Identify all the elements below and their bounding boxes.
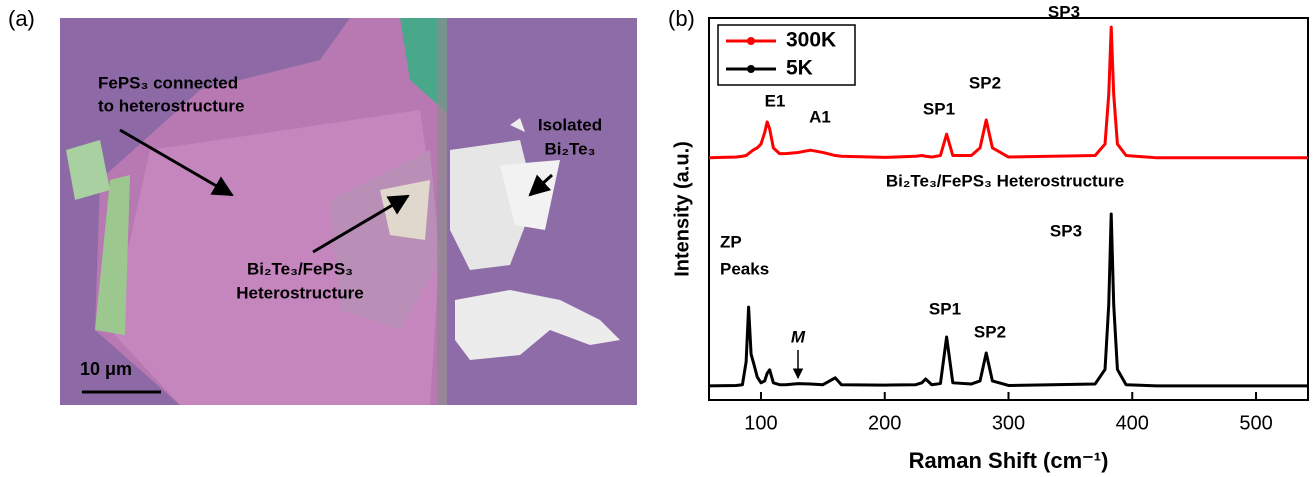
- x-axis-label: Raman Shift (cm⁻¹): [909, 448, 1109, 473]
- scale-bar-label: 10 μm: [80, 359, 132, 379]
- annotation: SP3: [1048, 2, 1080, 21]
- annotation: ZP: [720, 232, 742, 251]
- chart: 100 200 300 400 500 Raman Shift (cm⁻¹) Intensi…: [671, 2, 1308, 472]
- image-label: Bi₂Te₃/FePS₃: [247, 259, 353, 278]
- x-tick-label: 500: [1239, 412, 1272, 434]
- legend-marker: [747, 37, 755, 45]
- series-line: [709, 214, 1308, 386]
- page: {"panel_labels": ["(a)", "(b)"], "image_…: [0, 0, 1314, 477]
- annotation: SP2: [969, 73, 1001, 92]
- image-label: Bi₂Te₃: [545, 139, 596, 158]
- annotation: M: [791, 327, 806, 346]
- panel-label: (b): [668, 6, 695, 31]
- annotation: SP2: [974, 322, 1006, 341]
- image-label: Isolated: [538, 115, 602, 134]
- annotation: SP1: [923, 99, 955, 118]
- legend-marker: [747, 65, 755, 73]
- legend-label: 300K: [786, 29, 836, 52]
- annotation: SP3: [1050, 221, 1082, 240]
- annotation: A1: [809, 107, 831, 126]
- y-axis-label: Intensity (a.u.): [671, 141, 693, 277]
- x-tick-label: 300: [992, 412, 1025, 434]
- annotation: Bi₂Te₃/FePS₃ Heterostructure: [886, 171, 1124, 190]
- legend-label: 5K: [786, 57, 813, 80]
- image-label: to heterostructure: [98, 96, 244, 115]
- annotation: SP1: [929, 299, 961, 318]
- image-label: Heterostructure: [236, 283, 364, 302]
- x-tick-label: 400: [1116, 412, 1149, 434]
- figure: (a) (b) FePS₃ connected to heterostructu…: [0, 0, 1314, 477]
- annotation: E1: [765, 91, 786, 110]
- panel-label: (a): [8, 6, 35, 31]
- annotation: Peaks: [720, 259, 769, 278]
- image-label: FePS₃ connected: [98, 73, 238, 92]
- x-tick-label: 200: [868, 412, 901, 434]
- x-tick-label: 100: [744, 412, 777, 434]
